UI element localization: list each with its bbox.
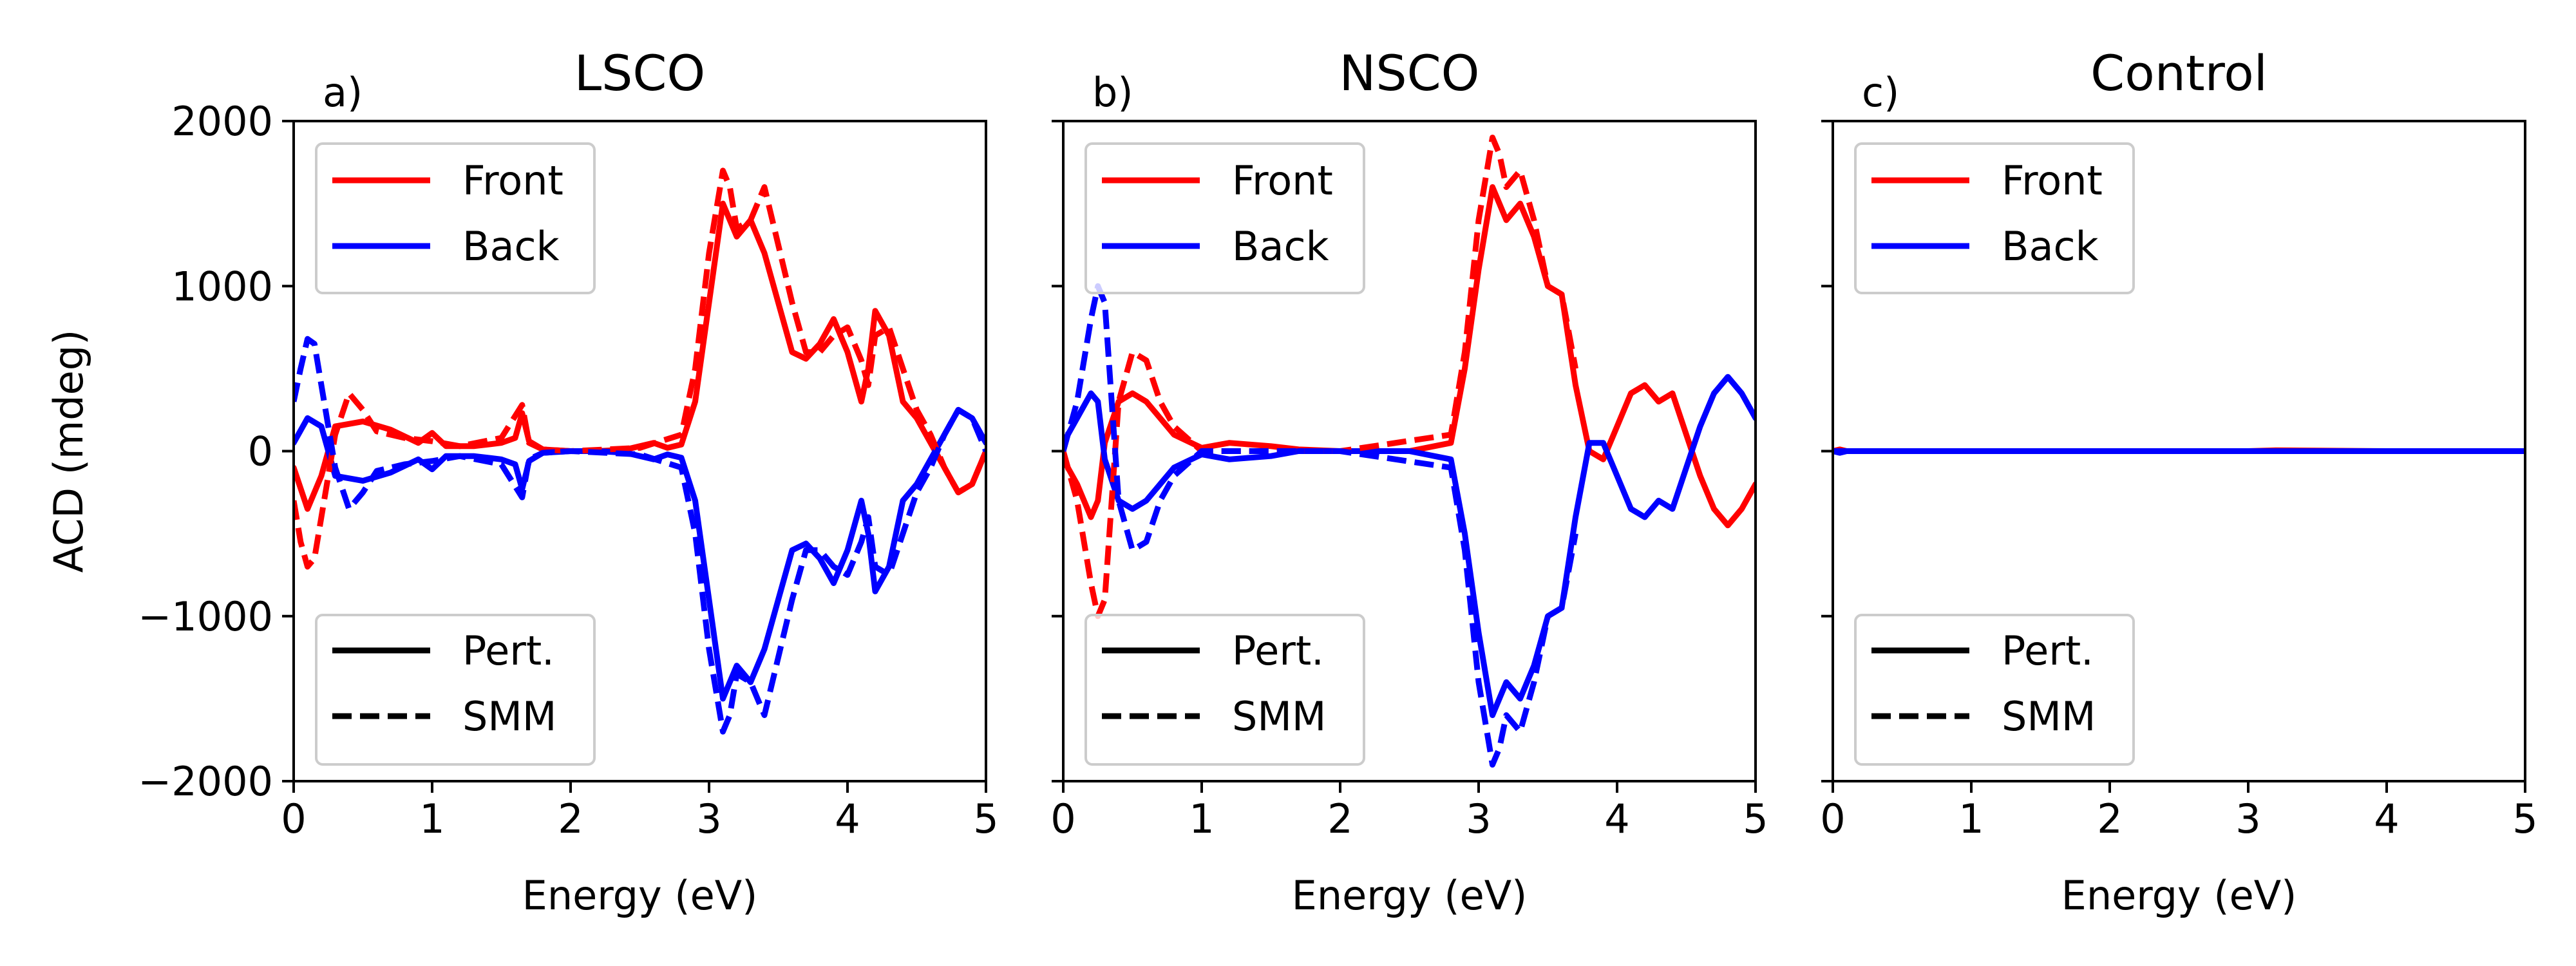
legend-label-pert: Pert.	[1232, 627, 1324, 674]
series-back-smm-line	[294, 336, 986, 735]
legend-color: Front Back	[1084, 142, 1365, 294]
x-tick-label: 3	[696, 795, 721, 842]
x-tick-label: 3	[2235, 795, 2260, 842]
series-front-smm-line	[294, 167, 986, 570]
x-tick-label: 2	[2097, 795, 2122, 842]
x-tick-label: 4	[835, 795, 860, 842]
series-back-pert-line	[1063, 374, 1756, 718]
y-axis-label: ACD (mdeg)	[45, 330, 92, 573]
x-tick-label: 2	[558, 795, 583, 842]
panel-label: c)	[1862, 69, 1899, 116]
x-axis-label: Energy (eV)	[2061, 872, 2297, 919]
chart-title: NSCO	[1340, 44, 1480, 102]
y-tick-label: 2000	[171, 98, 273, 145]
series-front-pert-line	[1063, 184, 1756, 529]
x-tick-label: 0	[281, 795, 306, 842]
legend-label-pert: Pert.	[462, 627, 554, 674]
y-tick-label: 1000	[171, 263, 273, 310]
legend-label-back: Back	[1232, 223, 1329, 270]
x-tick-label: 1	[1189, 795, 1214, 842]
x-axis-label: Energy (eV)	[1292, 872, 1528, 919]
chart-title: LSCO	[574, 44, 705, 102]
x-tick-label: 4	[2374, 795, 2399, 842]
panel-label: b)	[1092, 69, 1133, 116]
panel-lsco: 0 1 2 3 4 5 −2000 −1000 0 1000 2000 Energy (eV) ACD …	[45, 44, 999, 919]
legend-color: Front Back	[1854, 142, 2135, 294]
panel-control: 0 1 2 3 4 5 Energy (eV) Control c) Front Back Pert.…	[1820, 44, 2537, 919]
series-front-pert-line	[294, 200, 986, 512]
chart-title: Control	[2090, 44, 2268, 102]
plot-area	[1833, 446, 2525, 456]
legend-label-front: Front	[462, 157, 564, 204]
legend-label-smm: SMM	[2002, 693, 2096, 740]
legend-label-front: Front	[1232, 157, 1333, 204]
legend-label-back: Back	[462, 223, 560, 270]
legend-label-smm: SMM	[462, 693, 556, 740]
x-tick-label: 5	[2512, 795, 2537, 842]
plot-area	[294, 167, 986, 735]
legend-style: Pert. SMM	[1854, 614, 2135, 766]
x-tick-label: 0	[1050, 795, 1075, 842]
x-axis-label: Energy (eV)	[522, 872, 758, 919]
legend-style: Pert. SMM	[1084, 614, 1365, 766]
series-back-smm-line	[1063, 283, 1578, 768]
plot-area	[1063, 135, 1756, 768]
panel-nsco: 0 1 2 3 4 5 Energy (eV) NSCO b) Front Back Pert. SMM	[1050, 44, 1768, 919]
x-tick-label: 4	[1604, 795, 1629, 842]
x-tick-label: 1	[419, 795, 444, 842]
y-tick-label: 0	[248, 428, 273, 475]
x-tick-label: 5	[973, 795, 998, 842]
legend-label-pert: Pert.	[2002, 627, 2094, 674]
legend-label-smm: SMM	[1232, 693, 1326, 740]
x-tick-label: 2	[1327, 795, 1352, 842]
x-tick-label: 1	[1958, 795, 1984, 842]
y-tick-label: −2000	[138, 758, 273, 805]
legend-label-back: Back	[2002, 223, 2099, 270]
x-tick-label: 0	[1820, 795, 1845, 842]
x-tick-label: 5	[1743, 795, 1768, 842]
panel-label: a)	[323, 69, 363, 116]
x-tick-label: 3	[1466, 795, 1491, 842]
legend-label-front: Front	[2002, 157, 2103, 204]
legend-style: Pert. SMM	[315, 614, 596, 766]
legend-color: Front Back	[315, 142, 596, 294]
y-tick-label: −1000	[138, 593, 273, 640]
